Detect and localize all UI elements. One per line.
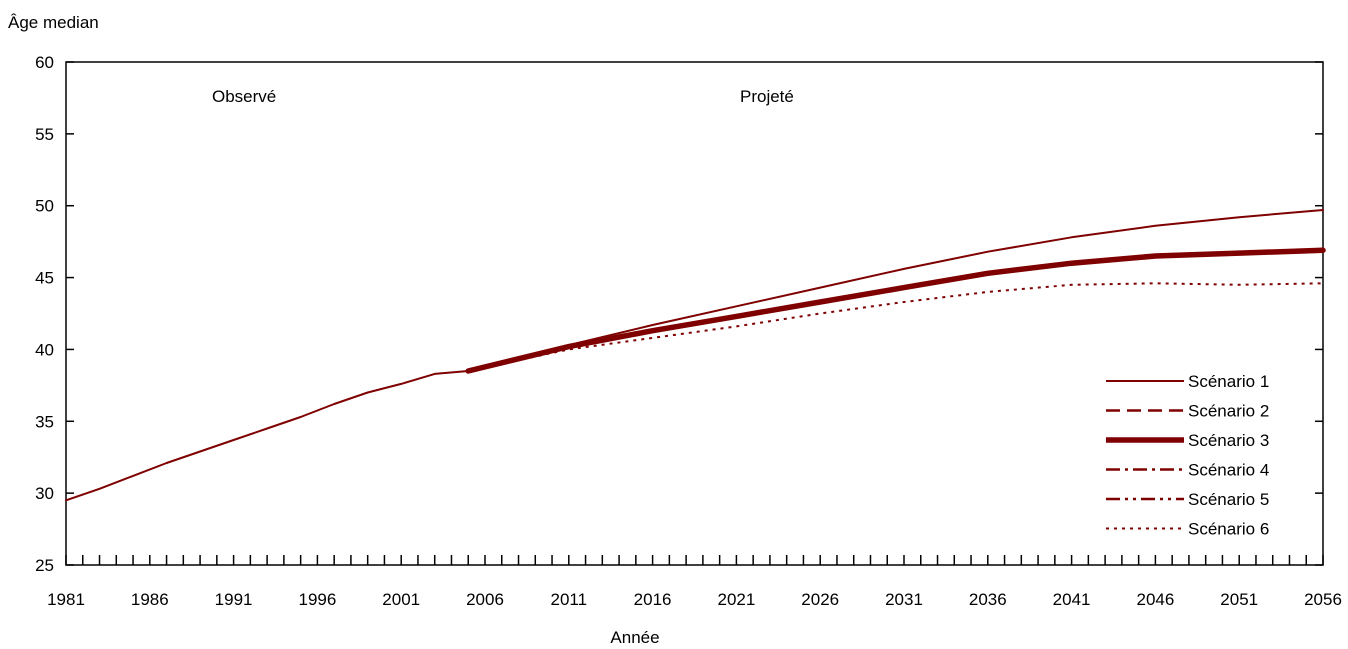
x-tick-label: 1981 — [47, 590, 85, 609]
series-line-scenario-2 — [467, 249, 1324, 373]
series-line-scenario-1 — [467, 209, 1324, 372]
x-tick-label: 1991 — [215, 590, 253, 609]
y-axis-title: Âge median — [8, 13, 99, 32]
x-tick-label: 2036 — [969, 590, 1007, 609]
legend-label-scenario-3: Scénario 3 — [1188, 431, 1269, 450]
x-axis-title: Année — [610, 628, 659, 647]
x-tick-label: 1986 — [131, 590, 169, 609]
x-tick-label: 2041 — [1053, 590, 1091, 609]
x-tick-label: 1996 — [298, 590, 336, 609]
x-tick-label: 2046 — [1136, 590, 1174, 609]
projected-period-label: Projeté — [740, 87, 794, 106]
series-line-scenario-5 — [467, 249, 1324, 373]
x-tick-label: 2021 — [717, 590, 755, 609]
legend-label-scenario-2: Scénario 2 — [1188, 402, 1269, 421]
y-tick-label: 25 — [35, 556, 54, 575]
series-line-scenario-6 — [467, 282, 1324, 372]
legend-label-scenario-4: Scénario 4 — [1188, 461, 1269, 480]
x-tick-label: 2011 — [551, 590, 588, 609]
y-tick-label: 40 — [35, 340, 54, 359]
observed-period-label: Observé — [212, 87, 276, 106]
legend-label-scenario-6: Scénario 6 — [1188, 520, 1269, 539]
x-ticks: 1981 1986 1991 1996 2001 2006 2011 2016 2021 2026… — [47, 555, 1342, 609]
y-tick-label: 55 — [35, 125, 54, 144]
x-tick-label: 2026 — [801, 590, 839, 609]
y-tick-label: 60 — [35, 53, 54, 72]
legend: Scénario 1 Scénario 2 Scénario 3 Scénario 4… — [1106, 372, 1269, 539]
series-lines — [65, 209, 1326, 502]
series-line-scenario-3 — [465, 247, 1326, 374]
observed-line — [65, 370, 470, 502]
x-tick-label: 2001 — [382, 590, 420, 609]
y-tick-label: 35 — [35, 412, 54, 431]
x-tick-label: 2006 — [466, 590, 504, 609]
y-tick-label: 50 — [35, 197, 54, 216]
y-tick-label: 30 — [35, 484, 54, 503]
y-ticks: 25 30 35 40 45 50 55 60 — [35, 53, 1323, 575]
x-tick-label: 2051 — [1220, 590, 1258, 609]
plot-frame — [65, 61, 1324, 566]
x-tick-label: 2056 — [1304, 590, 1342, 609]
x-tick-label: 2016 — [634, 590, 672, 609]
x-tick-label: 2031 — [885, 590, 923, 609]
series-line-scenario-4 — [467, 249, 1324, 373]
legend-label-scenario-1: Scénario 1 — [1188, 372, 1269, 391]
y-tick-label: 45 — [35, 269, 54, 288]
legend-label-scenario-5: Scénario 5 — [1188, 490, 1269, 509]
